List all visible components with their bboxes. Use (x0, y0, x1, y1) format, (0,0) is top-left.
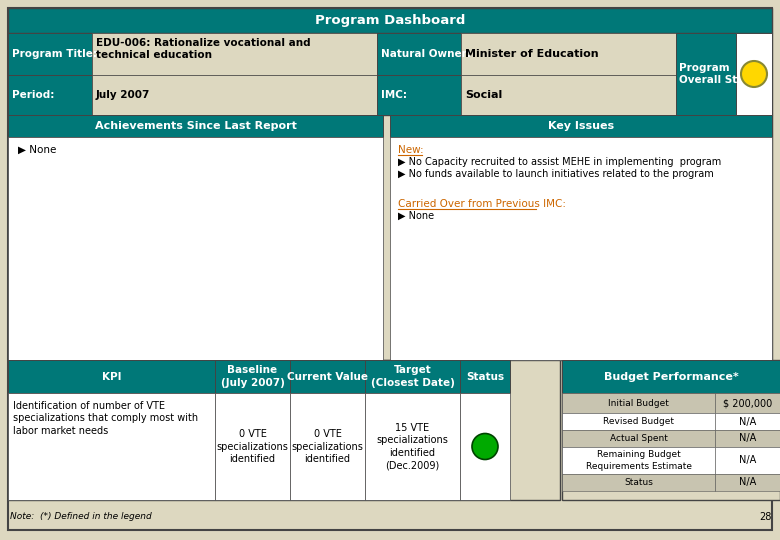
Bar (365, 360, 460, 393)
Circle shape (741, 61, 767, 87)
Text: KPI: KPI (101, 372, 121, 381)
Bar (8, 360, 560, 500)
Bar (562, 447, 715, 474)
Bar (365, 393, 460, 500)
Bar (562, 360, 780, 393)
Text: Status: Status (466, 372, 504, 381)
Text: Natural Owner:: Natural Owner: (381, 49, 471, 59)
Bar (8, 115, 772, 360)
Bar (562, 393, 715, 413)
Bar (8, 137, 383, 360)
Bar (215, 360, 290, 393)
Text: Budget Performance*: Budget Performance* (604, 372, 739, 381)
Text: Revised Budget: Revised Budget (603, 417, 674, 426)
Text: New:: New: (398, 145, 424, 155)
Text: Target
(Closest Date): Target (Closest Date) (370, 365, 455, 388)
Text: EDU-006: Rationalize vocational and
technical education: EDU-006: Rationalize vocational and tech… (96, 38, 310, 60)
Text: July 2007: July 2007 (96, 90, 151, 100)
Text: Baseline
(July 2007): Baseline (July 2007) (221, 365, 285, 388)
Bar (715, 393, 780, 413)
Text: Initial Budget: Initial Budget (608, 399, 669, 408)
Bar (290, 393, 365, 500)
Bar (215, 393, 290, 500)
Text: ▶ None: ▶ None (398, 211, 434, 221)
Bar (562, 474, 715, 491)
Bar (715, 413, 780, 430)
Text: ▶ No funds available to launch initiatives related to the program: ▶ No funds available to launch initiativ… (398, 169, 714, 179)
Bar (92, 33, 377, 75)
Text: Minister of Education: Minister of Education (465, 49, 598, 59)
Text: Actual Spent: Actual Spent (609, 434, 668, 443)
Text: Program Title:: Program Title: (12, 49, 97, 59)
Bar (736, 33, 772, 115)
Text: N/A: N/A (739, 416, 756, 427)
Bar (562, 413, 715, 430)
Text: Current Value: Current Value (287, 372, 368, 381)
Text: Key Issues: Key Issues (548, 121, 614, 131)
Text: ▶ None: ▶ None (18, 145, 56, 155)
Bar (290, 360, 365, 393)
Bar (715, 430, 780, 447)
Bar (8, 33, 92, 75)
Bar (562, 430, 715, 447)
Bar (377, 75, 461, 115)
Text: Carried Over from Previous IMC:: Carried Over from Previous IMC: (398, 199, 566, 209)
Bar (390, 137, 772, 360)
Text: Status: Status (624, 478, 653, 487)
Text: Period:: Period: (12, 90, 55, 100)
Text: Identification of number of VTE
specializations that comply most with
labor mark: Identification of number of VTE speciali… (13, 401, 198, 436)
Text: N/A: N/A (739, 477, 756, 488)
Text: 0 VTE
specializations
identified: 0 VTE specializations identified (217, 429, 289, 464)
Bar (377, 33, 461, 75)
Bar (8, 75, 92, 115)
Bar (715, 474, 780, 491)
Text: 15 VTE
specializations
identified
(Dec.2009): 15 VTE specializations identified (Dec.2… (377, 423, 448, 470)
Text: ▶ No Capacity recruited to assist MEHE in implementing  program: ▶ No Capacity recruited to assist MEHE i… (398, 157, 722, 167)
Bar (92, 75, 377, 115)
Bar (8, 360, 215, 393)
Text: Achievements Since Last Report: Achievements Since Last Report (94, 121, 296, 131)
Text: Social: Social (465, 90, 502, 100)
Text: Note:  (*) Defined in the legend: Note: (*) Defined in the legend (10, 512, 152, 521)
Text: $ 200,000: $ 200,000 (723, 398, 772, 408)
Text: Remaining Budget
Requirements Estimate: Remaining Budget Requirements Estimate (586, 450, 692, 470)
Bar (8, 33, 772, 115)
Bar (8, 115, 383, 137)
Circle shape (472, 434, 498, 460)
Text: IMC:: IMC: (381, 90, 407, 100)
Text: 0 VTE
specializations
identified: 0 VTE specializations identified (292, 429, 363, 464)
Bar (715, 447, 780, 474)
Bar (390, 115, 772, 137)
Bar (8, 393, 215, 500)
Bar (676, 33, 736, 115)
Text: 28: 28 (759, 512, 771, 522)
Bar (8, 8, 772, 33)
Bar (461, 75, 676, 115)
Bar (461, 33, 676, 75)
Text: N/A: N/A (739, 434, 756, 443)
Bar (460, 393, 510, 500)
Text: Program Dashboard: Program Dashboard (315, 14, 465, 27)
Text: Program
Overall Status:: Program Overall Status: (679, 63, 767, 85)
Text: N/A: N/A (739, 456, 756, 465)
Bar (460, 360, 510, 393)
Bar (562, 360, 780, 500)
